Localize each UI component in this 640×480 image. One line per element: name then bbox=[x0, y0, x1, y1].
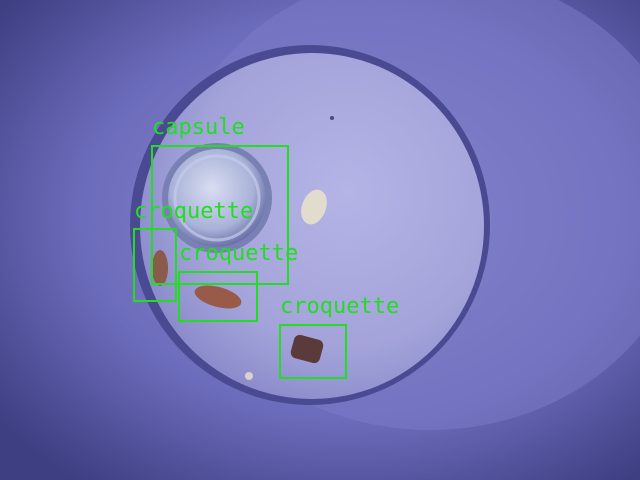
capsule-label: capsule bbox=[152, 115, 245, 140]
croquette-object-1 bbox=[152, 250, 168, 286]
capsule-bounding-box bbox=[151, 145, 289, 285]
croquette-label-3: croquette bbox=[280, 294, 400, 319]
croquette-object-2 bbox=[194, 285, 242, 309]
croquette-label-1: croquette bbox=[134, 199, 254, 224]
croquette-bounding-box-3 bbox=[279, 324, 347, 379]
croquette-bounding-box-1 bbox=[133, 228, 177, 302]
croquette-label-2: croquette bbox=[179, 241, 299, 266]
croquette-object-3 bbox=[290, 334, 324, 364]
croquette-bounding-box-2 bbox=[178, 271, 258, 322]
